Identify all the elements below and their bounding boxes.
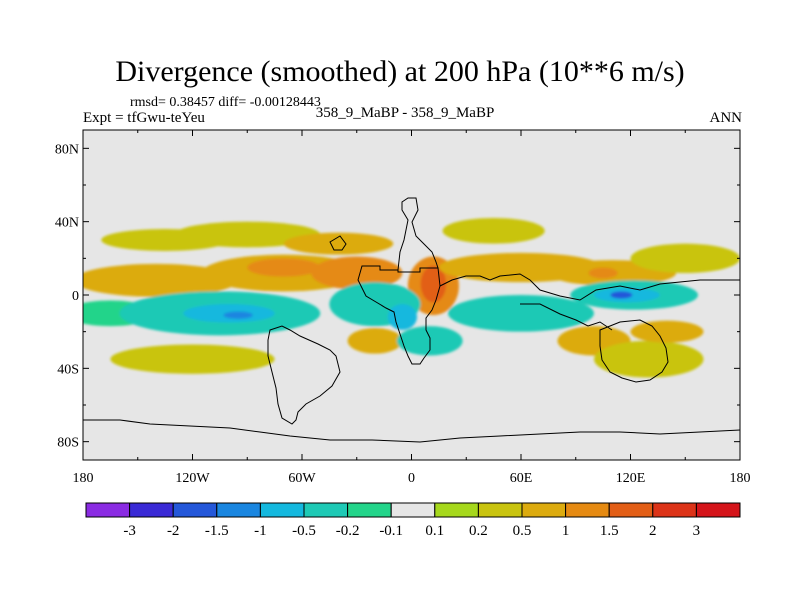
divergence-blob (594, 340, 704, 378)
divergence-blob (610, 291, 633, 299)
colorbar: -3 -2 -1.5 -1 -0.5 -0.2 -0.1 0.1 0.2 0.5 1 1.5 2 3 (85, 502, 741, 539)
coast-south-america (267, 325, 341, 425)
colorbar-swatch (390, 502, 436, 518)
colorbar-label: 0.5 (513, 523, 532, 539)
plot-title: Divergence (smoothed) at 200 hPa (10**6 … (115, 55, 685, 88)
colorbar-swatch (129, 502, 174, 518)
lon-tick-label: 180 (730, 471, 751, 486)
divergence-blob (311, 256, 403, 290)
coast-antarctica (83, 419, 740, 443)
divergence-blob (110, 344, 275, 374)
divergence-blob (420, 265, 447, 303)
lat-tick-label: 40N (55, 216, 79, 231)
lat-tick-label: 0 (72, 289, 79, 304)
colorbar-swatch (434, 502, 479, 518)
lon-tick-label: 0 (408, 471, 415, 486)
lon-tick-label: 120E (616, 471, 646, 486)
divergence-blob (448, 295, 594, 332)
lon-tick-label: 180 (73, 471, 94, 486)
lon-tick-label: 60W (288, 471, 316, 486)
colorbar-label: -3 (123, 523, 136, 539)
divergence-blob (630, 320, 704, 343)
colorbar-label: -1 (254, 523, 267, 539)
lat-tick-label: 80N (55, 142, 79, 157)
coast-africa (357, 265, 441, 365)
colorbar-label: -2 (167, 523, 180, 539)
colorbar-swatch (565, 502, 610, 518)
colorbar-swatch (85, 502, 131, 518)
divergence-blob (588, 267, 618, 279)
divergence-blob (630, 243, 740, 273)
colorbar-label: -1.5 (205, 523, 229, 539)
season-label: ANN (709, 110, 743, 126)
lon-tick-label: 60E (510, 471, 533, 486)
latitude-axis: 80N 40N 0 40S 80S (55, 142, 740, 451)
coast-southeast-asia (520, 303, 613, 331)
colorbar-swatch (347, 502, 392, 518)
colorbar-label: 0.1 (425, 523, 444, 539)
divergence-blob (283, 232, 394, 255)
lat-tick-label: 40S (57, 362, 79, 377)
colorbar-swatch (172, 502, 218, 518)
colorbar-swatch (216, 502, 261, 518)
lat-tick-label: 80S (57, 436, 79, 451)
coast-asia (439, 273, 740, 301)
colorbar-label: 0.2 (469, 523, 488, 539)
divergence-blob (347, 328, 403, 354)
coast-greenland (329, 235, 347, 251)
cases-label: 358_9_MaBP - 358_9_MaBP (315, 105, 495, 121)
lon-tick-label: 120W (175, 471, 210, 486)
continent-outlines (83, 197, 740, 443)
divergence-blob (387, 304, 417, 330)
divergence-blob (223, 311, 253, 319)
coast-australia (599, 319, 669, 383)
colorbar-swatch (608, 502, 654, 518)
colorbar-label: -0.5 (292, 523, 316, 539)
colorbar-label: 2 (649, 523, 657, 539)
divergence-field (83, 218, 740, 378)
colorbar-swatch (695, 502, 741, 518)
colorbar-swatch (521, 502, 567, 518)
colorbar-swatch (259, 502, 305, 518)
longitude-axis: 180 120W 60W 0 60E 120E 180 (73, 130, 751, 486)
stats-text: rmsd= 0.38457 diff= -0.00128443 (130, 95, 321, 110)
experiment-label: Expt = tfGwu-teYeu (83, 110, 205, 126)
colorbar-label: 3 (693, 523, 701, 539)
divergence-blob (247, 258, 321, 277)
colorbar-label: -0.1 (379, 523, 403, 539)
divergence-blob (174, 221, 321, 248)
colorbar-swatch (477, 502, 523, 518)
divergence-blob (83, 263, 239, 297)
divergence-blob (442, 218, 545, 244)
colorbar-label: 1.5 (600, 523, 619, 539)
colorbar-swatch (652, 502, 697, 518)
colorbar-swatch (303, 502, 349, 518)
coast-europe (397, 197, 439, 271)
colorbar-label: -0.2 (336, 523, 360, 539)
colorbar-label: 1 (562, 523, 570, 539)
